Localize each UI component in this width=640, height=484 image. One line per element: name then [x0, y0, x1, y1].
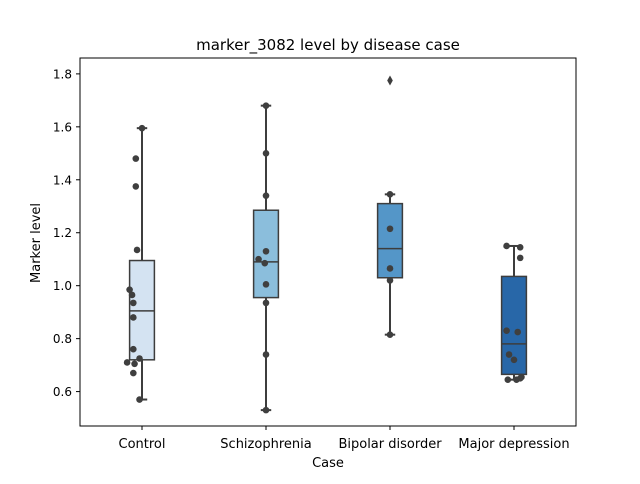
data-point: [504, 376, 512, 383]
data-point: [133, 246, 141, 254]
data-point: [255, 255, 262, 263]
data-point: [138, 124, 146, 132]
data-point: [132, 155, 140, 162]
y-tick-label: 1.0: [53, 279, 72, 293]
data-point: [262, 406, 270, 414]
data-point: [130, 369, 137, 377]
axes-frame: [79, 57, 577, 427]
data-point: [386, 277, 394, 284]
data-point: [262, 281, 270, 288]
y-tick-label: 1.8: [53, 67, 72, 81]
data-point: [130, 345, 137, 353]
chart-title: marker_3082 level by disease case: [196, 36, 460, 55]
data-point: [516, 254, 524, 262]
data-point: [386, 265, 394, 272]
data-point: [123, 359, 131, 366]
data-point: [132, 183, 140, 190]
data-point: [262, 351, 270, 358]
data-point: [262, 247, 270, 255]
y-axis-label: Marker level: [29, 203, 44, 283]
y-tick-label: 1.6: [53, 120, 72, 134]
x-tick-label: Control: [119, 437, 166, 452]
data-point: [131, 360, 138, 368]
data-point: [136, 355, 143, 362]
x-tick-label: Major depression: [458, 437, 569, 452]
data-point: [386, 331, 394, 338]
data-point: [516, 243, 524, 251]
y-tick-label: 1.4: [53, 173, 72, 187]
outlier-marker: [387, 75, 393, 86]
y-tick-label: 1.2: [53, 226, 72, 240]
x-axis-label: Case: [312, 456, 344, 471]
y-tick-label: 0.6: [53, 385, 72, 399]
plot-area: 0.6 0.8 1.0 1.2 1.4 1.6 1.8 Control Schizophreni…: [53, 67, 570, 452]
data-point: [514, 328, 522, 336]
x-tick-label: Bipolar disorder: [338, 437, 442, 452]
data-point: [130, 314, 137, 321]
data-point: [503, 327, 510, 334]
data-point: [126, 286, 133, 293]
data-point: [262, 299, 270, 307]
data-point: [262, 150, 270, 157]
data-point: [136, 396, 143, 403]
y-tick-label: 0.8: [53, 332, 72, 346]
data-point: [513, 376, 520, 383]
data-point: [128, 291, 136, 299]
data-point: [505, 351, 513, 358]
data-point: [510, 356, 518, 364]
data-point: [262, 102, 270, 109]
data-point: [503, 242, 510, 250]
data-point: [261, 259, 269, 267]
data-point: [386, 191, 394, 198]
data-point: [130, 299, 137, 307]
x-tick-label: Schizophrenia: [220, 437, 311, 452]
data-point: [386, 225, 394, 233]
data-point: [262, 192, 270, 199]
